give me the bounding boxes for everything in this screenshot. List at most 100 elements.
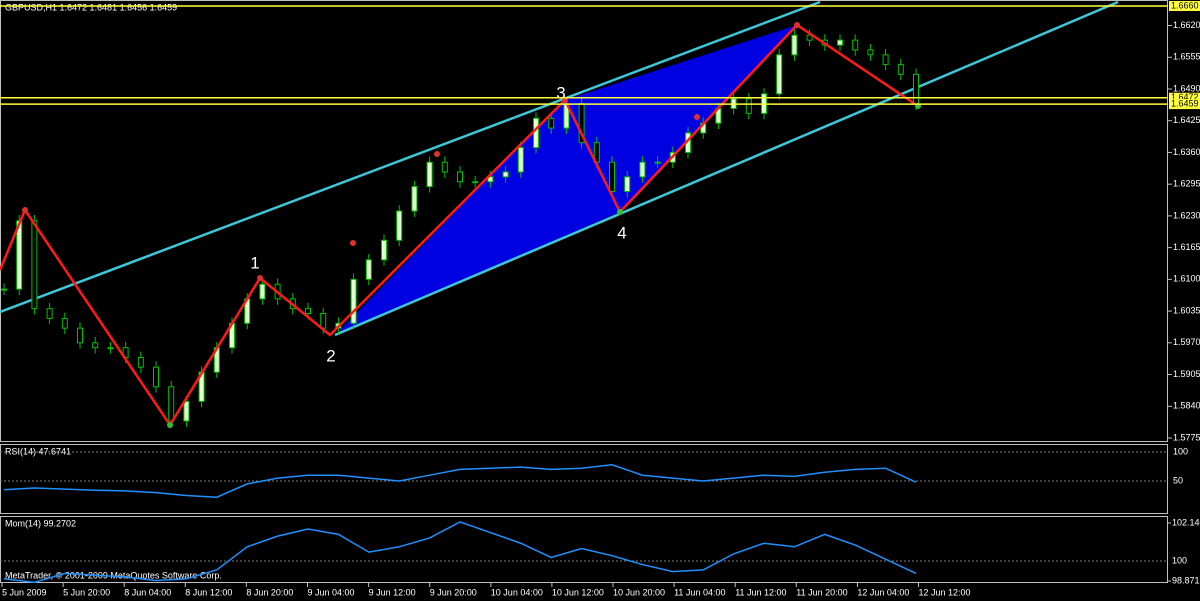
candle-body	[381, 239, 387, 261]
pattern-area	[565, 25, 797, 212]
candle-body	[624, 176, 631, 192]
time-label: 12 Jun 12:00	[919, 587, 971, 597]
candle-body	[457, 171, 463, 183]
candle-body	[913, 73, 919, 105]
price-label: 1.6165	[1173, 242, 1200, 252]
candle-body	[502, 171, 509, 178]
candle-body	[92, 342, 99, 349]
price-label: 1.6360	[1173, 147, 1200, 157]
candle-body	[897, 64, 904, 75]
time-label: 8 Jun 12:00	[185, 587, 232, 597]
candle-body	[365, 259, 372, 280]
time-label: 8 Jun 04:00	[124, 587, 171, 597]
time-label: 11 Jun 12:00	[735, 587, 786, 597]
candle-body	[259, 283, 266, 300]
candle-body	[61, 317, 68, 329]
level-tag	[1169, 1, 1200, 11]
price-label: 1.6620	[1173, 20, 1200, 30]
rsi-label: RSI(14) 47.6741	[5, 446, 71, 456]
momentum-tick-label: 98.8712	[1172, 575, 1200, 585]
candle-body	[745, 98, 752, 114]
candle-body	[639, 161, 646, 178]
momentum-tick-label: 102.140	[1172, 517, 1200, 527]
price-label: 1.6100	[1173, 274, 1200, 284]
candle-body	[426, 161, 433, 188]
price-label: 1.6425	[1173, 115, 1200, 125]
candle-body	[837, 39, 843, 46]
candle-body	[31, 220, 38, 310]
candle-body	[350, 278, 357, 324]
panel-frames	[0, 0, 1168, 583]
symbol-header: GBPUSD,H1 1.6472 1.6481 1.6456 1.6459	[5, 2, 177, 12]
candle-body	[305, 308, 311, 315]
level-tag	[1169, 99, 1200, 110]
wave-label: 2	[326, 346, 335, 365]
time-label: 5 Jun 2009	[2, 587, 47, 597]
candle-body	[396, 210, 403, 241]
candle-body	[654, 161, 661, 164]
time-label: 12 Jun 04:00	[857, 587, 909, 597]
candle-body	[487, 176, 494, 183]
candle-body	[77, 327, 83, 344]
time-label: 9 Jun 12:00	[369, 587, 416, 597]
price-label: 1.6555	[1173, 52, 1200, 62]
time-label: 10 Jun 12:00	[552, 587, 604, 597]
price-label: 1.6295	[1173, 179, 1200, 189]
candle-body	[517, 147, 524, 173]
time-label: 10 Jun 20:00	[613, 587, 665, 597]
candle-body	[882, 54, 889, 66]
candle-body	[107, 347, 114, 350]
candle-body	[153, 366, 159, 388]
momentum-label: Mom(14) 99.2702	[5, 518, 76, 528]
wave-label: 1	[250, 253, 259, 272]
candle-body	[791, 34, 798, 56]
time-label: 11 Jun 20:00	[796, 587, 847, 597]
candle-body	[806, 34, 813, 41]
candle-body	[183, 400, 190, 422]
pattern-area	[335, 100, 620, 335]
price-label: 1.5905	[1173, 369, 1200, 379]
candle-body	[533, 117, 539, 149]
candle-body	[609, 161, 615, 192]
channel-line	[334, 0, 1119, 337]
level-label: 1.6660	[1171, 0, 1199, 10]
candle-body	[441, 161, 448, 173]
time-label: 10 Jun 04:00	[491, 587, 543, 597]
level-label: 1.6472	[1171, 92, 1199, 102]
rsi-tick-label: 100	[1173, 446, 1188, 456]
candle-body	[867, 49, 874, 56]
candle-body	[776, 54, 783, 95]
time-label: 8 Jun 20:00	[246, 587, 293, 597]
time-label: 9 Jun 04:00	[308, 587, 355, 597]
level-label: 1.6459	[1171, 98, 1199, 108]
candle-body	[548, 117, 555, 129]
candle-body	[168, 386, 175, 422]
level-tag	[1169, 92, 1200, 103]
copyright: MetaTrader, © 2001-2009 MetaQuotes Softw…	[5, 570, 222, 580]
time-label: 5 Jun 20:00	[63, 587, 110, 597]
price-label: 1.6230	[1173, 210, 1200, 220]
candle-body	[852, 39, 859, 51]
price-label: 1.5970	[1173, 337, 1200, 347]
price-label: 1.6035	[1173, 305, 1200, 315]
candle-body	[137, 356, 144, 368]
rsi-line	[3, 463, 917, 498]
wave-label: 4	[617, 223, 626, 242]
momentum-tick-label: 100	[1172, 555, 1187, 565]
channel-line	[0, 0, 821, 314]
candle-body	[46, 308, 53, 319]
rsi-tick-label: 50	[1173, 475, 1183, 485]
momentum-line	[3, 521, 917, 584]
candle-body	[472, 181, 479, 184]
price-label: 1.5775	[1173, 432, 1200, 442]
time-label: 9 Jun 20:00	[430, 587, 477, 597]
wave-label: 3	[556, 83, 565, 102]
candle-body	[411, 186, 418, 212]
time-label: 11 Jun 04:00	[674, 587, 725, 597]
candle-body	[1, 288, 7, 291]
price-label: 1.5840	[1173, 401, 1200, 411]
zigzag	[0, 23, 916, 428]
candle-body	[320, 313, 327, 329]
price-label: 1.6490	[1173, 83, 1200, 93]
